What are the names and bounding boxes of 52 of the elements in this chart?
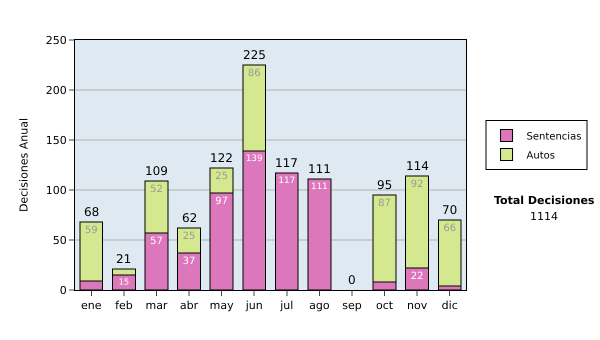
data-label: 57 bbox=[150, 236, 163, 247]
text: 1114 bbox=[530, 210, 558, 223]
x-tick-label: jun bbox=[244, 299, 263, 312]
y-tick-label: 200 bbox=[46, 84, 67, 97]
x-tick-label: jul bbox=[279, 299, 294, 312]
x-tick-label: abr bbox=[180, 299, 199, 312]
x-tick-label: mar bbox=[145, 299, 168, 312]
data-label: 15 bbox=[118, 276, 130, 287]
data-label: 25 bbox=[215, 171, 228, 182]
x-tick-label: may bbox=[210, 299, 234, 312]
y-axis-title: Decisiones Anual bbox=[17, 118, 30, 212]
data-label: 22 bbox=[410, 271, 424, 282]
data-label: 87 bbox=[378, 198, 391, 209]
total-label: 70 bbox=[442, 203, 458, 217]
x-tick-label: nov bbox=[407, 299, 428, 312]
data-label: 92 bbox=[410, 179, 424, 190]
total-label: 117 bbox=[275, 156, 298, 170]
data-label: 66 bbox=[443, 223, 456, 234]
x-tick-label: feb bbox=[115, 299, 133, 312]
x-tick-label: dic bbox=[442, 299, 458, 312]
data-label: 97 bbox=[215, 196, 228, 207]
total-label: 109 bbox=[145, 164, 168, 178]
legend-label: Autos bbox=[526, 150, 555, 162]
data-label: 37 bbox=[182, 256, 196, 267]
y-tick-label: 0 bbox=[60, 284, 67, 297]
total-label: 225 bbox=[243, 48, 266, 62]
y-tick-label: 250 bbox=[46, 34, 67, 47]
data-label: 25 bbox=[182, 231, 196, 242]
data-label: 59 bbox=[84, 225, 98, 236]
total-label: 122 bbox=[210, 151, 233, 165]
data-label: 117 bbox=[278, 176, 296, 186]
data-label: 111 bbox=[310, 182, 328, 192]
data-label: 86 bbox=[248, 68, 261, 79]
total-label: 114 bbox=[406, 159, 429, 173]
bar bbox=[438, 220, 462, 286]
data-label: 139 bbox=[246, 154, 263, 164]
legend-label: Sentencias bbox=[526, 131, 582, 142]
total-label: 95 bbox=[377, 178, 392, 192]
x-tick-label: sep bbox=[342, 299, 362, 312]
total-label: 0 bbox=[348, 273, 356, 287]
x-tick-label: ago bbox=[309, 299, 330, 312]
y-tick-label: 50 bbox=[52, 234, 67, 247]
x-tick-label: ene bbox=[81, 299, 102, 312]
total-label: 68 bbox=[84, 205, 100, 219]
total-label: 111 bbox=[308, 162, 331, 176]
y-tick-label: 150 bbox=[46, 134, 67, 147]
y-tick-label: 100 bbox=[46, 184, 67, 197]
data-label: 52 bbox=[150, 184, 163, 195]
total-label: 62 bbox=[182, 211, 198, 225]
x-tick-label: oct bbox=[376, 299, 394, 312]
text: Total Decisiones bbox=[494, 194, 595, 207]
total-label: 21 bbox=[116, 252, 132, 266]
